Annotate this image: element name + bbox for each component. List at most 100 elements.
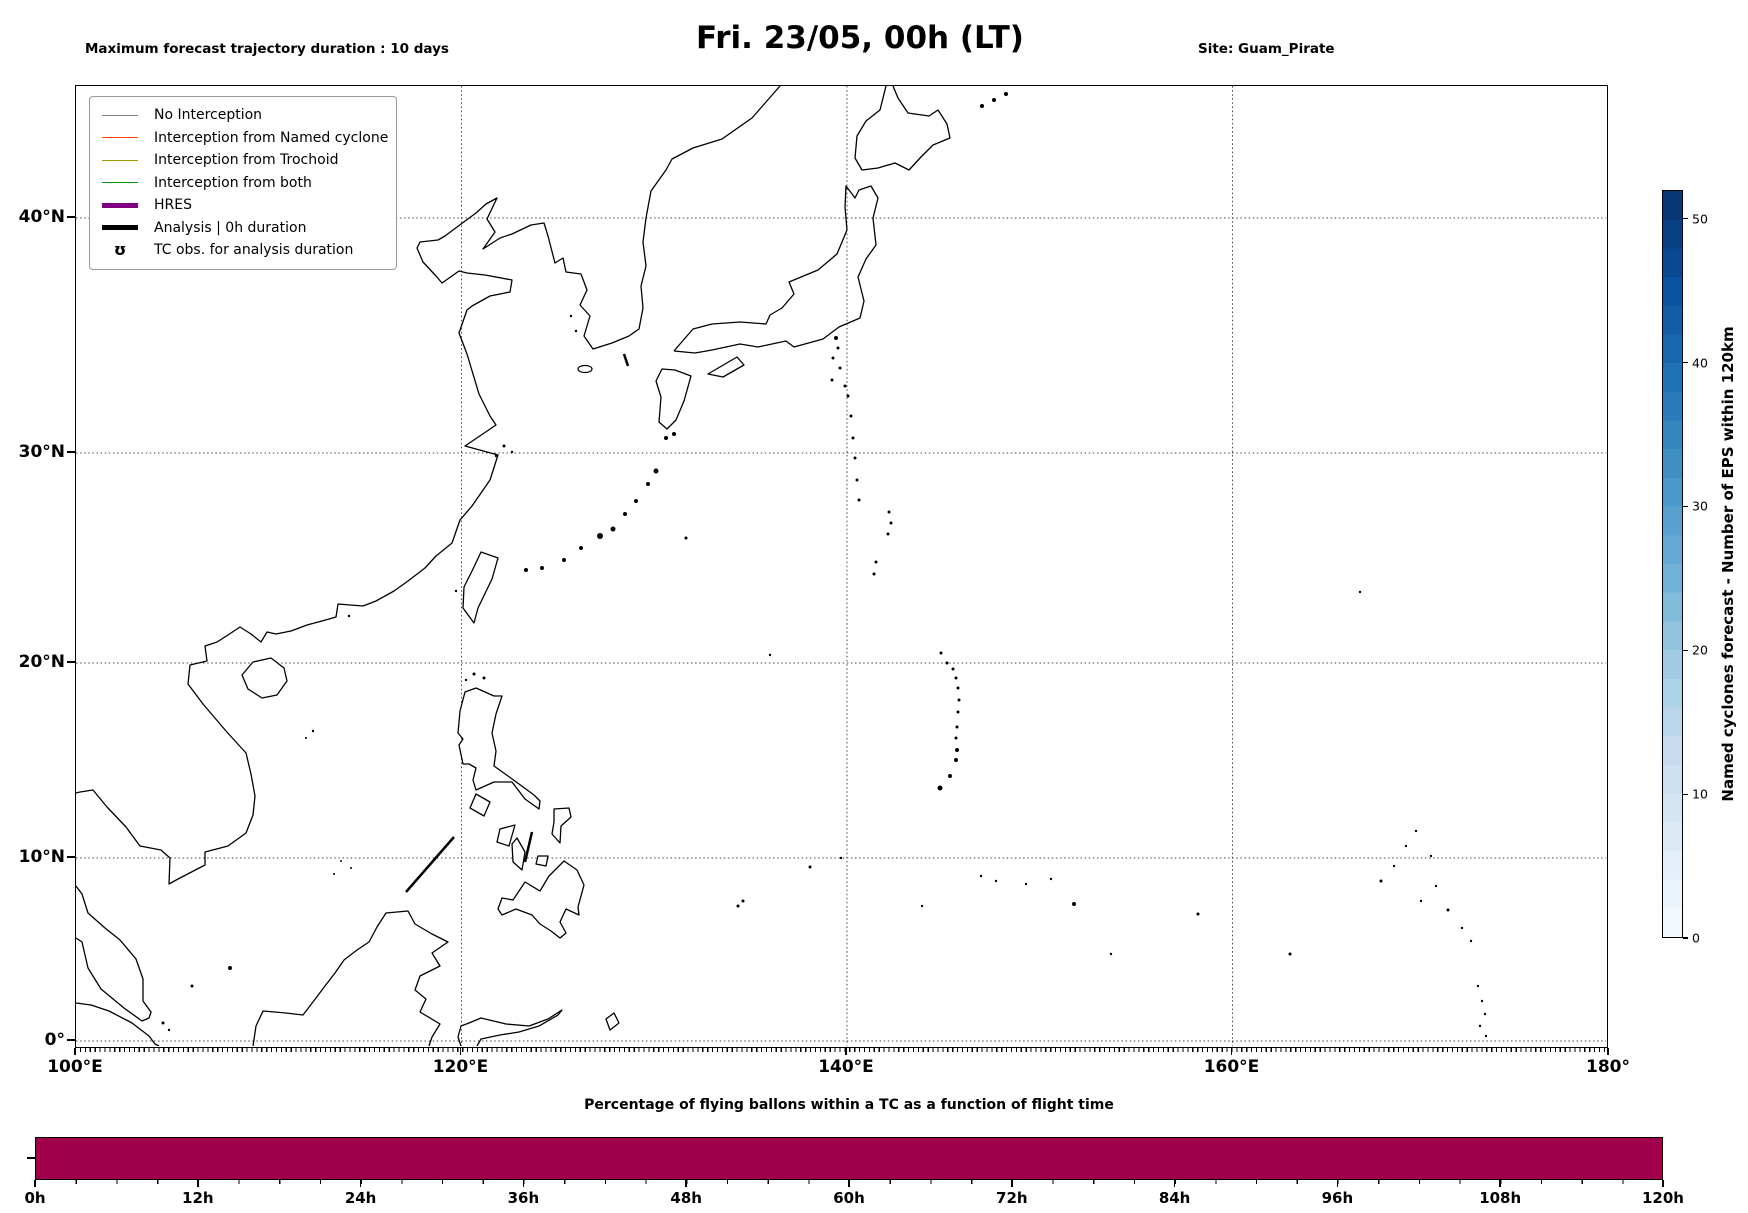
hour-tick-mark [522, 1180, 525, 1187]
legend-line [102, 114, 138, 116]
island-dot [228, 966, 232, 970]
island-dot [1434, 884, 1438, 888]
legend-row: Interception from Named cyclone [100, 127, 388, 150]
island-dot [1446, 908, 1450, 912]
island-dot [979, 874, 983, 878]
island-dot [834, 336, 838, 340]
legend-label: HRES [154, 197, 192, 214]
legend-line [102, 137, 138, 139]
island-dot [524, 568, 528, 572]
coastline [76, 86, 781, 885]
lon-tick-mark [1230, 1048, 1233, 1055]
site-line: Site: Guam_Pirate [1198, 41, 1335, 57]
island-dot [510, 450, 514, 454]
legend-row: HRES [100, 194, 388, 217]
bar-y-tick [27, 1157, 35, 1159]
hour-tick-mark [1499, 1180, 1501, 1187]
lat-tick-mark [67, 451, 75, 453]
cyclone-symbol: ʊ [113, 240, 127, 260]
panay-island [496, 824, 516, 847]
legend-line [102, 182, 138, 184]
island-dot [646, 482, 650, 486]
hour-tick-label: 108h [1479, 1189, 1522, 1207]
hour-tick-label: 60h [833, 1189, 865, 1207]
lat-tick-label: 30°N [18, 442, 65, 462]
samar-leyte-island [551, 807, 572, 844]
legend-line-swatch [100, 137, 140, 139]
island-dot [167, 1028, 171, 1032]
hour-tick-label: 96h [1321, 1189, 1354, 1207]
halmahera-island [605, 1012, 620, 1031]
island-dot [454, 589, 458, 593]
hour-tick-label: 24h [344, 1189, 377, 1207]
legend-line [102, 225, 138, 231]
island-dot [1414, 829, 1418, 833]
colorbar-tick-mark [1683, 362, 1688, 364]
lon-tick-label: 140°E [818, 1057, 874, 1077]
legend-row: Interception from Trochoid [100, 149, 388, 172]
island-dot [464, 678, 468, 682]
island-dot [736, 904, 740, 908]
island-dot [333, 873, 335, 875]
island-dot [1049, 877, 1053, 881]
island-dot [855, 478, 859, 482]
island-dot [768, 653, 772, 657]
island-dot [741, 899, 745, 903]
island-dot [846, 394, 850, 398]
mindoro-island [469, 793, 491, 817]
island-dot [1196, 912, 1200, 916]
island-dot [161, 1021, 165, 1025]
island-dot [340, 860, 342, 862]
island-dot [1392, 864, 1396, 868]
island-dot [857, 498, 861, 502]
legend-label: Interception from Trochoid [154, 152, 339, 169]
island-dot [1288, 952, 1292, 956]
legend-line-swatch [100, 182, 140, 184]
lat-tick-mark [67, 1039, 75, 1041]
island-dot [350, 867, 352, 869]
island-dot [684, 536, 688, 540]
luzon-island [457, 687, 541, 810]
island-dot [980, 104, 984, 108]
island-dot [1109, 952, 1113, 956]
island-dot [610, 526, 616, 532]
island-dot [574, 329, 578, 333]
setting-line: Maximum forecast trajectory duration : 1… [85, 41, 449, 57]
island-dot [994, 879, 998, 883]
legend-line-swatch [100, 159, 140, 161]
island-dot [672, 432, 676, 436]
colorbar-tick-label: 40 [1692, 355, 1708, 371]
legend-label: TC obs. for analysis duration [154, 242, 354, 259]
island-dot [664, 436, 668, 440]
map-axes: No Interception Interception from Named c… [75, 85, 1608, 1048]
island-dot [1404, 844, 1408, 848]
island-dot [992, 98, 996, 102]
island-dot [808, 865, 812, 869]
jeju-island [577, 364, 593, 374]
cebu-island [523, 831, 534, 863]
island-dot [843, 384, 847, 388]
island-dot [956, 710, 960, 714]
bohol-island [535, 855, 549, 867]
lon-tick-label: 120°E [432, 1057, 489, 1077]
hour-tick-mark [1173, 1180, 1176, 1187]
island-dot [1460, 926, 1464, 930]
island-dot [849, 414, 853, 418]
colorbar-tick-mark [1683, 793, 1688, 795]
island-dot [472, 672, 476, 676]
legend-row: No Interception [100, 104, 388, 127]
lon-minor-ticks [75, 1048, 1608, 1052]
colorbar-tick-label: 0 [1692, 930, 1700, 946]
island-dot [1429, 854, 1433, 858]
coastline [76, 1002, 160, 1046]
legend-line [102, 202, 138, 208]
bottom-chart-title: Percentage of flying ballons within a TC… [584, 1097, 1114, 1113]
hour-tick-label: 120h [1642, 1189, 1684, 1207]
kyushu-island [655, 368, 692, 430]
island-dot [1476, 984, 1480, 988]
taiwan-island [462, 551, 499, 624]
island-dot [838, 366, 842, 370]
colorbar-tick-label: 10 [1692, 786, 1708, 802]
island-dot [954, 736, 958, 740]
hour-tick-label: 36h [507, 1189, 540, 1207]
